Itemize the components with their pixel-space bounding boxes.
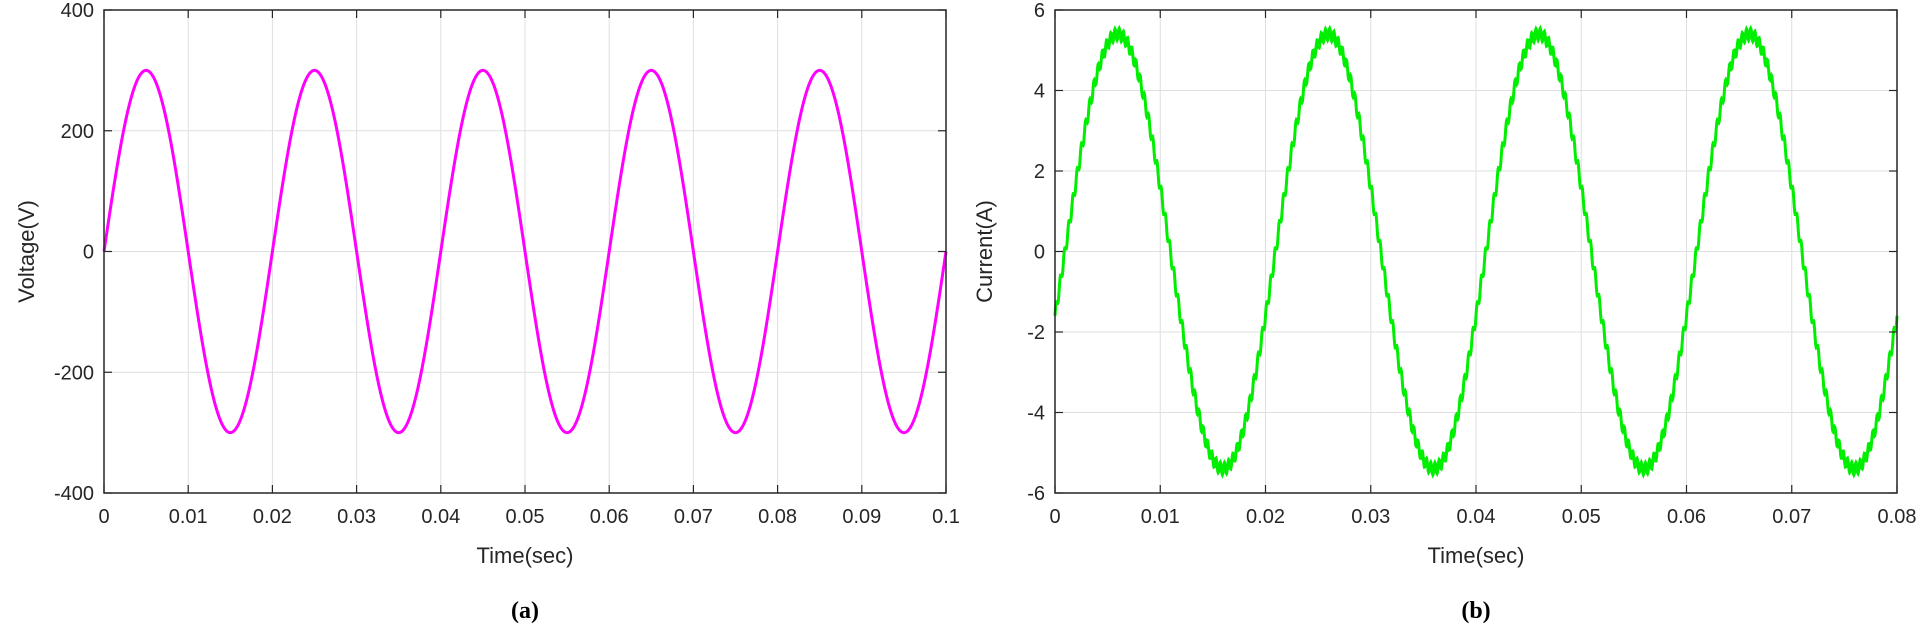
chart-b-series-current (1053, 24, 1899, 479)
chart-a-y-axis-label: Voltage(V) (14, 200, 39, 303)
chart-b-y-axis-label: Current(A) (972, 200, 997, 303)
chart-a-y-tick-label-2: 0 (83, 242, 94, 264)
chart-a-y-tick-label-0: -400 (54, 483, 94, 505)
chart-b-x-tick-label-6: 0.06 (1667, 506, 1706, 528)
chart-b-x-ticks: 0 0.01 0.02 0.03 0.04 0.05 0.06 0.07 0.08 (1049, 10, 1916, 528)
chart-b-y-tick-label-5: 4 (1034, 81, 1045, 103)
chart-b-x-tick-label-3: 0.03 (1351, 506, 1390, 528)
chart-b-x-tick-label-5: 0.05 (1562, 506, 1601, 528)
chart-b-y-tick-label-1: -4 (1027, 403, 1045, 425)
chart-b-y-tick-label-4: 2 (1034, 161, 1045, 183)
chart-b-x-tick-label-2: 0.02 (1246, 506, 1285, 528)
chart-b-current: 0 0.01 0.02 0.03 0.04 0.05 0.06 0.07 0.08 -6 -4 -2… (972, 0, 1916, 624)
chart-b-caption: (b) (1461, 598, 1490, 624)
chart-a-x-ticks: 0 0.01 0.02 0.03 0.04 0.05 0.06 0.07 0.08 0.09 0.1 (98, 10, 960, 528)
chart-b-y-tick-label-6: 6 (1034, 0, 1045, 22)
chart-a-x-tick-label-1: 0.01 (169, 506, 208, 528)
chart-b-y-ticks: -6 -4 -2 0 2 4 6 (1027, 0, 1897, 505)
chart-b-x-tick-label-8: 0.08 (1878, 506, 1917, 528)
chart-b-y-tick-label-2: -2 (1027, 322, 1045, 344)
chart-a-y-tick-label-1: -200 (54, 362, 94, 384)
chart-a-x-tick-label-4: 0.04 (421, 506, 460, 528)
chart-b-x-tick-label-1: 0.01 (1141, 506, 1180, 528)
chart-a-x-axis-label: Time(sec) (477, 543, 574, 568)
chart-a-x-tick-label-10: 0.1 (932, 506, 960, 528)
chart-b-x-tick-label-4: 0.04 (1457, 506, 1496, 528)
chart-a-x-tick-label-3: 0.03 (337, 506, 376, 528)
chart-b-y-tick-label-0: -6 (1027, 483, 1045, 505)
chart-a-x-tick-label-8: 0.08 (758, 506, 797, 528)
chart-a-x-tick-label-5: 0.05 (506, 506, 545, 528)
chart-a-caption: (a) (511, 598, 539, 624)
chart-a-x-tick-label-9: 0.09 (842, 506, 881, 528)
chart-a-y-tick-label-3: 200 (61, 121, 94, 143)
chart-a-x-tick-label-0: 0 (98, 506, 109, 528)
chart-a-x-tick-label-7: 0.07 (674, 506, 713, 528)
chart-a-x-tick-label-2: 0.02 (253, 506, 292, 528)
chart-a-series-voltage (102, 68, 948, 435)
chart-b-x-tick-label-7: 0.07 (1772, 506, 1811, 528)
chart-b-grid (1054, 9, 1898, 494)
chart-a-voltage: 0 0.01 0.02 0.03 0.04 0.05 0.06 0.07 0.08 0.09 0.1… (14, 0, 960, 624)
chart-a-x-tick-label-6: 0.06 (590, 506, 629, 528)
chart-b-y-tick-label-3: 0 (1034, 242, 1045, 264)
chart-a-y-ticks: -400 -200 0 200 400 (54, 0, 946, 505)
chart-b-x-tick-label-0: 0 (1049, 506, 1060, 528)
chart-b-x-axis-label: Time(sec) (1428, 543, 1525, 568)
chart-a-y-tick-label-4: 400 (61, 0, 94, 22)
